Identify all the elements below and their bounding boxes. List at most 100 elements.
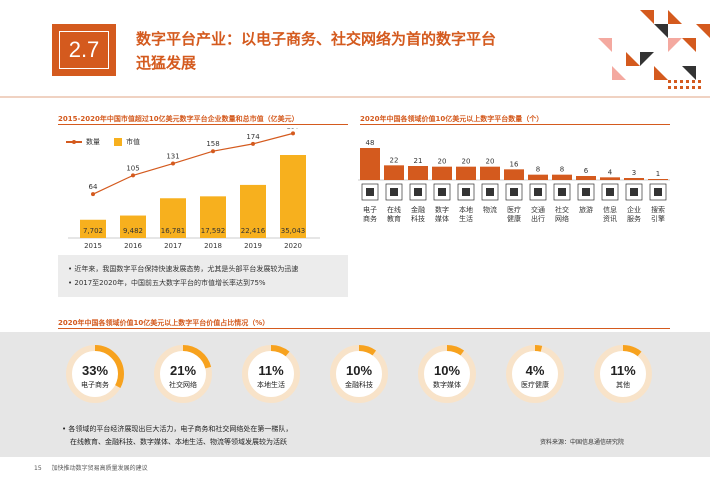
chart2-sector-icon — [601, 183, 619, 201]
bullet-bottom-1: 各领域的平台经济展现出巨大活力，电子商务和社交网络处在第一梯队， — [62, 423, 462, 436]
chart2-x-tick: 引擎 — [651, 214, 665, 223]
donut-percent: 10% — [345, 363, 373, 378]
chart1-line-point — [91, 192, 95, 197]
chart1-line — [92, 132, 294, 195]
chart2-x-tick: 搜索 — [651, 205, 665, 214]
chart1-bar-label: 9,482 — [123, 227, 143, 235]
legend-bar-label: 市值 — [126, 138, 140, 146]
donut-arc — [418, 345, 476, 403]
chart2-x-tick: 生活 — [459, 214, 473, 223]
chart1-line-label: 174 — [246, 133, 260, 141]
source-note: 资料来源：中国信息通信研究院 — [540, 439, 625, 446]
chart2-bar-label: 4 — [608, 168, 613, 176]
donut-item: 11% 其他 — [588, 345, 658, 403]
chart2-bar-label: 1 — [656, 170, 660, 178]
chart2-bar-label: 21 — [414, 157, 423, 165]
chart2-bar-label: 6 — [584, 167, 589, 175]
chart1-line-label: 158 — [206, 140, 219, 148]
footer: 15 加快推动数字贸易高质量发展的建议 — [34, 463, 156, 472]
chart2-sector-icon — [361, 183, 379, 201]
chart2-bar — [360, 148, 380, 180]
chart2-bar — [552, 174, 572, 180]
chart2-sector-icon — [457, 183, 475, 201]
chart1-line-label: 64 — [89, 183, 98, 191]
donut-label: 电子商务 — [81, 381, 109, 389]
donut-arc — [242, 345, 300, 403]
chart2-bar — [408, 166, 428, 180]
donut-label: 其他 — [616, 381, 630, 389]
chart2-title-rule — [360, 124, 670, 125]
donut-ring — [594, 345, 652, 403]
chart2-bar — [432, 166, 452, 180]
donut-item: 10% 数字媒体 — [412, 345, 482, 403]
chart1-x-tick: 2020 — [284, 242, 302, 250]
donut-item: 11% 本地生活 — [236, 345, 306, 403]
chart1-bar — [80, 219, 106, 238]
chart2-sector-icon — [481, 183, 499, 201]
chart2-sector-icon — [529, 183, 547, 201]
chart2-x-tick: 教育 — [387, 214, 401, 223]
chart1-x-tick: 2017 — [164, 242, 182, 250]
chart2-sector-icon — [433, 183, 451, 201]
chart2-x-tick: 交通 — [531, 205, 545, 214]
chart2-sector-icon — [409, 183, 427, 201]
donut-arc — [330, 345, 388, 403]
donut-percent: 33% — [81, 363, 109, 378]
donut-percent: 11% — [610, 363, 636, 378]
chart2-bar-label: 20 — [486, 158, 495, 166]
chart2-bar: 48电子商务22在线教育21金融科技20数字媒体20本地生活20物流16医疗健康… — [358, 139, 670, 223]
section-number: 2.7 — [59, 31, 109, 69]
chart2-sector-icon — [553, 183, 571, 201]
chart1-bar-label: 7,702 — [83, 227, 103, 235]
page-title: 数字平台产业：以电子商务、社交网络为首的数字平台 迅猛发展 — [136, 27, 536, 75]
chart1-bar-label: 35,043 — [281, 227, 306, 235]
chart2-bar-label: 8 — [536, 166, 540, 174]
donut-label: 本地生活 — [257, 381, 285, 389]
donut-ring — [242, 345, 300, 403]
donut-ring — [506, 345, 564, 403]
chart2-bar-label: 3 — [632, 169, 636, 177]
chart2-x-tick: 健康 — [507, 214, 521, 223]
donut-item: 21% 社交网络 — [148, 345, 218, 403]
chart2-sector-icon — [385, 183, 403, 201]
chart2-bar-label: 22 — [390, 156, 399, 164]
chart2-bar — [600, 177, 620, 180]
chart2-x-tick: 在线 — [387, 205, 401, 214]
chart2-bar — [528, 174, 548, 180]
legend-line-swatch — [66, 140, 82, 144]
donut-ring — [66, 345, 124, 403]
donut-label: 社交网络 — [169, 381, 197, 389]
chart1-x-tick: 2018 — [204, 242, 222, 250]
legend-bar-swatch — [114, 138, 122, 146]
chart2-sector-icon — [625, 183, 643, 201]
donut-percent: 10% — [433, 363, 461, 378]
footer-text: 加快推动数字贸易高质量发展的建议 — [51, 465, 148, 472]
donut-arc — [594, 345, 652, 403]
chart1-bar — [240, 184, 266, 238]
chart1-line-point — [171, 161, 175, 166]
chart1-line-point — [131, 173, 135, 178]
chart1-line-point — [211, 149, 215, 154]
section-number-box: 2.7 — [52, 24, 116, 76]
chart1-bar — [200, 196, 226, 238]
chart1-bar-label: 16,781 — [161, 227, 186, 235]
donut-ring — [154, 345, 212, 403]
chart1-line-point — [251, 141, 255, 146]
chart2-x-tick: 物流 — [483, 205, 497, 214]
chart1-title: 2015-2020年中国市值超过10亿美元数字平台企业数量和总市值（亿美元） — [58, 115, 299, 123]
donut-item: 33% 电子商务 — [60, 345, 130, 403]
donut-item: 4% 医疗健康 — [500, 345, 570, 403]
donut-label: 金融科技 — [345, 381, 373, 389]
chart1-line-label: 105 — [126, 164, 139, 172]
chart1-x-tick: 2019 — [244, 242, 262, 250]
chart2-x-tick: 电子 — [363, 205, 377, 214]
chart1-bar-label: 17,592 — [201, 227, 226, 235]
donut-arc — [66, 345, 124, 403]
header-divider — [0, 96, 710, 98]
legend-line-label: 数量 — [86, 138, 100, 146]
chart2-bar — [648, 179, 668, 180]
chart2-sector-icon — [577, 183, 595, 201]
chart2-bar — [456, 166, 476, 180]
chart2-bar — [624, 178, 644, 180]
chart3-donuts: 33% 电子商务 21% 社交网络 11% 本地生活 10% 金融科技 10% 数字媒体 4% 医疗健… — [60, 345, 660, 405]
